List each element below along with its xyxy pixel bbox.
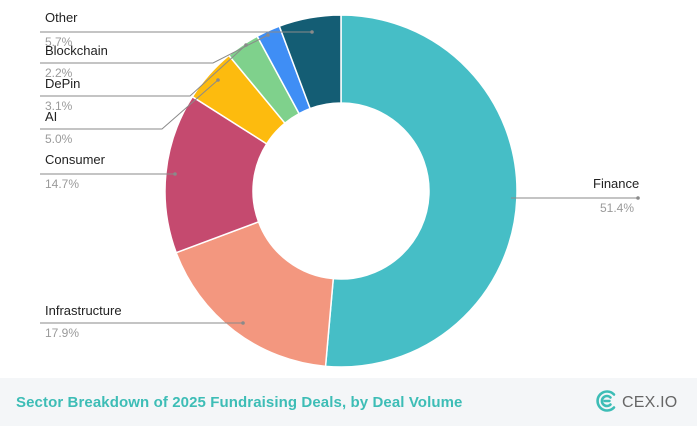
- leader-line-blockchain: [40, 34, 269, 64]
- value-finance: 51.4%: [600, 201, 634, 215]
- leader-dot-other: [310, 30, 314, 34]
- slice-other: [278, 14, 342, 110]
- leader-dot-blockchain: [266, 33, 270, 37]
- leader-dot-finance: [636, 196, 640, 200]
- value-other: 5.7%: [45, 35, 73, 49]
- label-consumer: Consumer: [45, 152, 106, 167]
- label-blockchain: Blockchain: [45, 43, 108, 58]
- leader-line-depin: [40, 44, 247, 97]
- leader-dot-ai: [216, 78, 220, 82]
- label-other: Other: [45, 10, 78, 25]
- label-depin: DePin: [45, 76, 80, 91]
- label-finance: Finance: [593, 176, 639, 191]
- brand: CEX.IO: [594, 389, 678, 418]
- cex-io-logo-icon: [594, 389, 618, 418]
- value-blockchain: 2.2%: [45, 66, 73, 80]
- chart-footer: [0, 378, 697, 426]
- slice-finance: [324, 14, 518, 368]
- leader-dot-consumer: [173, 172, 177, 176]
- chart-title: Sector Breakdown of 2025 Fundraising Dea…: [16, 394, 463, 411]
- leader-line-ai: [40, 79, 219, 130]
- value-ai: 5.0%: [45, 132, 73, 146]
- label-infrastructure: Infrastructure: [45, 303, 122, 318]
- leader-dot-infrastructure: [241, 321, 245, 325]
- label-ai: AI: [45, 109, 57, 124]
- slice-infrastructure: [175, 220, 335, 368]
- brand-name: CEX.IO: [622, 394, 678, 411]
- value-consumer: 14.7%: [45, 177, 79, 191]
- donut-chart: Finance 51.4% Infrastructure 17.9% Consumer 1…: [40, 10, 640, 368]
- value-infrastructure: 17.9%: [45, 326, 79, 340]
- value-depin: 3.1%: [45, 99, 73, 113]
